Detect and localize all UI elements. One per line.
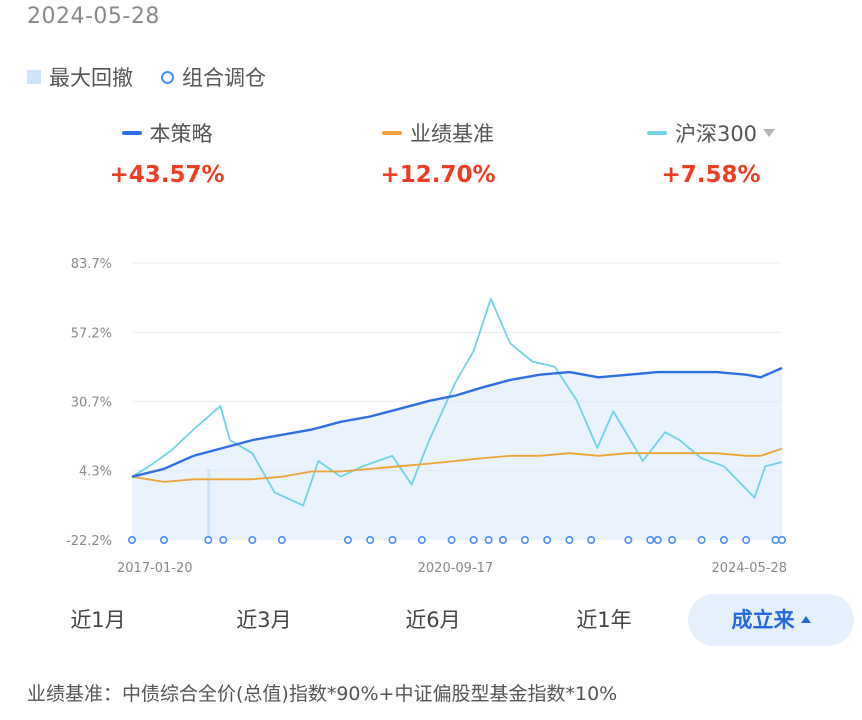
y-tick-label: 30.7% xyxy=(71,396,112,411)
rebalance-point xyxy=(248,535,257,544)
rebalance-point xyxy=(719,535,728,544)
rebalance-point xyxy=(668,535,677,544)
series-return: +12.70% xyxy=(380,162,496,188)
as-of-date: 2024-05-28 xyxy=(27,4,160,29)
series-name: 沪深300 xyxy=(674,122,758,146)
rebalance-point xyxy=(343,535,352,544)
series-name: 本策略 xyxy=(149,122,213,146)
rebalance-point xyxy=(653,535,662,544)
benchmark-definition: 业绩基准：中债综合全价(总值)指数*90%+中证偏股型基金指数*10% xyxy=(27,683,618,705)
rebalance-circle-icon xyxy=(161,70,174,84)
rebalance-point xyxy=(697,535,706,544)
drawdown-legend-label: 最大回撤 xyxy=(49,66,133,90)
series-legend-csi300[interactable]: 沪深300 +7.58% xyxy=(606,118,816,188)
y-tick-label: 57.2% xyxy=(71,326,112,341)
series-name: 业绩基准 xyxy=(410,122,494,146)
rebalance-point xyxy=(366,535,375,544)
rebalance-point xyxy=(277,535,286,544)
series-return: +43.57% xyxy=(109,162,225,188)
drawdown-area xyxy=(132,368,782,540)
csi300-line-swatch-icon xyxy=(646,131,667,135)
rebalance-legend-label: 组合调仓 xyxy=(182,66,266,90)
tab-since-inception[interactable]: 成立来 xyxy=(688,594,854,646)
rebalance-point xyxy=(771,535,780,544)
series-legend-benchmark: 业绩基准 +12.70% xyxy=(338,118,538,188)
y-tick-label: 4.3% xyxy=(79,465,112,480)
rebalance-point xyxy=(543,535,552,544)
tab-6-months[interactable]: 近6月 xyxy=(405,608,461,632)
rebalance-point xyxy=(777,535,786,544)
series-line-2 xyxy=(131,297,783,507)
series-legend: 本策略 +43.57% 业绩基准 +12.70% 沪深300 +7.58% xyxy=(0,118,862,198)
rebalance-point xyxy=(520,535,529,544)
tab-3-months[interactable]: 近3月 xyxy=(236,608,292,632)
tab-1-month[interactable]: 近1月 xyxy=(70,608,126,632)
y-tick-label: 83.7% xyxy=(71,257,112,272)
x-tick-label: 2020-09-17 xyxy=(418,561,494,576)
rebalance-point xyxy=(624,535,633,544)
rebalance-point xyxy=(204,535,213,544)
x-tick-label: 2017-01-20 xyxy=(117,561,193,576)
dropdown-caret-icon[interactable] xyxy=(763,129,776,137)
rebalance-point xyxy=(447,535,456,544)
rebalance-point xyxy=(469,535,478,544)
performance-chart[interactable]: 83.7% 57.2% 30.7% 4.3% -22.2% 2017-01-20 2020-… xyxy=(0,240,862,585)
rebalance-point xyxy=(388,535,397,544)
tab-1-year[interactable]: 近1年 xyxy=(576,608,632,632)
range-tabs: 近1月 近3月 近6月 近1年 成立来 xyxy=(0,594,862,648)
sort-caret-up-icon xyxy=(800,615,811,623)
x-tick-label: 2024-05-28 xyxy=(711,561,787,576)
series-line-1 xyxy=(131,447,783,483)
rebalance-point xyxy=(565,535,574,544)
rebalance-point xyxy=(646,535,655,544)
chart-overlay-legend: 最大回撤 组合调仓 xyxy=(27,62,266,92)
rebalance-point xyxy=(498,535,507,544)
benchmark-line-swatch-icon xyxy=(382,131,402,135)
rebalance-point xyxy=(160,535,169,544)
rebalance-point xyxy=(742,535,751,544)
drawdown-marker xyxy=(207,468,211,540)
strategy-line-swatch-icon xyxy=(121,131,142,135)
drawdown-swatch-icon xyxy=(27,70,41,84)
rebalance-point xyxy=(484,535,493,544)
series-line-0 xyxy=(131,366,783,478)
rebalance-point xyxy=(417,535,426,544)
rebalance-point xyxy=(219,535,228,544)
rebalance-point xyxy=(587,535,596,544)
y-tick-label: -22.2% xyxy=(66,534,112,549)
rebalance-point xyxy=(128,535,137,544)
series-return: +7.58% xyxy=(661,162,761,188)
series-legend-strategy: 本策略 +43.57% xyxy=(72,118,262,188)
